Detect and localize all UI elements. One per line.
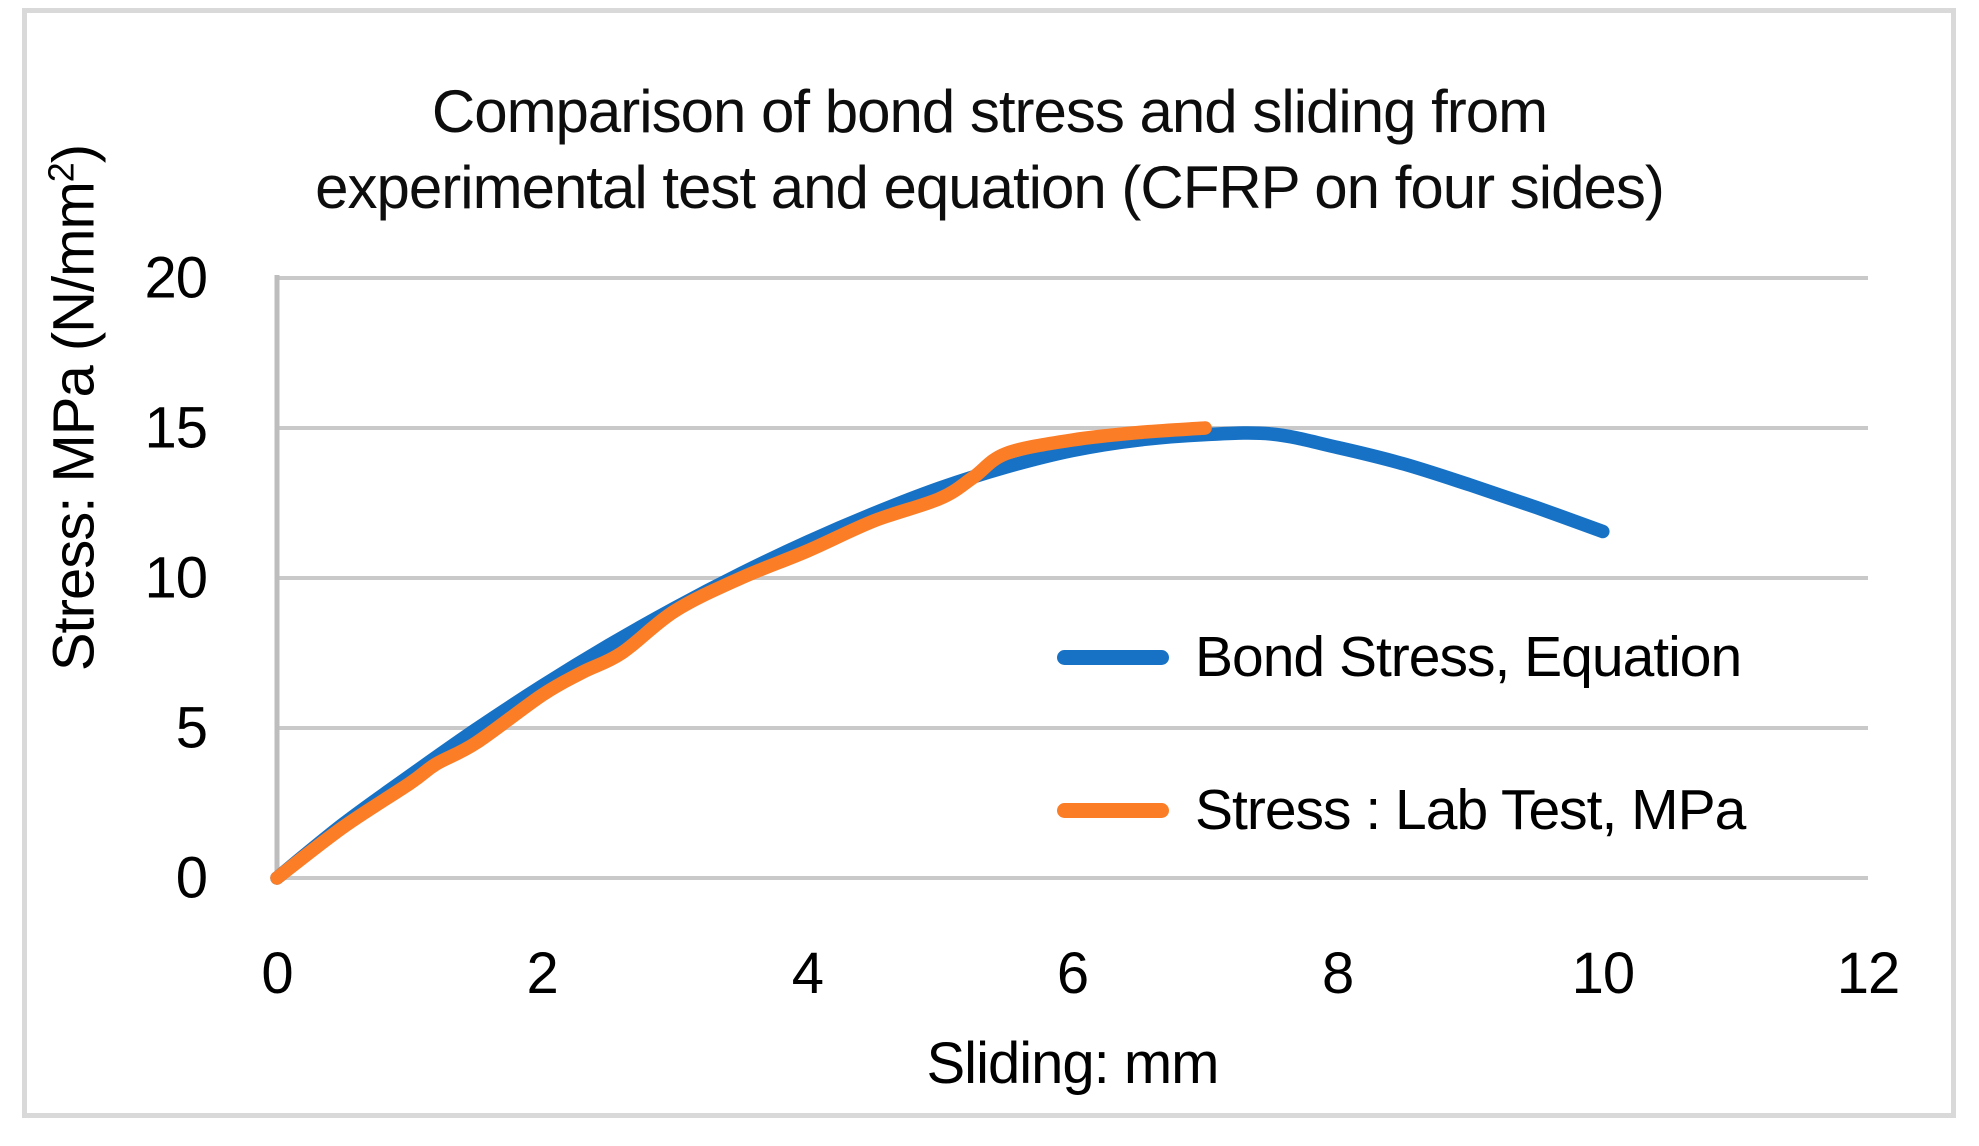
y-tick-label-20: 20 — [144, 245, 208, 311]
y-axis-title-superscript: 2 — [40, 163, 82, 183]
x-tick-label-10: 10 — [1571, 941, 1636, 1006]
y-axis-title-suffix: ) — [41, 144, 107, 164]
legend-item-0: Bond Stress, Equation — [1057, 624, 1742, 690]
y-tick-label-0: 0 — [175, 845, 208, 911]
legend-swatch-line-icon — [1057, 649, 1169, 665]
x-tick-label-4: 4 — [791, 941, 824, 1006]
x-tick-label-8: 8 — [1322, 941, 1354, 1006]
x-tick-label-0: 0 — [261, 941, 293, 1006]
x-tick-label-6: 6 — [1056, 941, 1089, 1006]
chart-title: Comparison of bond stress and sliding fr… — [0, 74, 1979, 226]
x-axis-title: Sliding: mm — [926, 1031, 1220, 1096]
y-tick-label-5: 5 — [175, 695, 208, 761]
chart-title-line2: experimental test and equation (CFRP on … — [315, 154, 1665, 221]
y-tick-label-15: 15 — [144, 395, 208, 461]
chart-title-line1: Comparison of bond stress and sliding fr… — [431, 78, 1548, 145]
legend-label: Stress : Lab Test, MPa — [1195, 778, 1746, 842]
legend-item-1: Stress : Lab Test, MPa — [1057, 777, 1746, 843]
series-line-1 — [270, 421, 1212, 885]
x-tick-label-2: 2 — [526, 941, 559, 1006]
legend-label: Bond Stress, Equation — [1195, 625, 1742, 689]
y-tick-label-10: 10 — [144, 545, 208, 611]
series-line-0 — [270, 426, 1610, 885]
x-tick-label-12: 12 — [1836, 941, 1901, 1006]
legend-swatch-line-icon — [1057, 802, 1169, 818]
